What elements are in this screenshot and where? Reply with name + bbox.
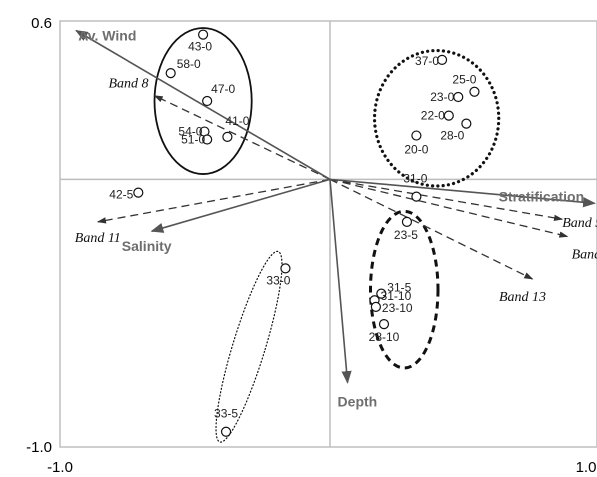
site-point-37-0 xyxy=(436,54,448,65)
site-point-42-5 xyxy=(133,187,144,198)
site-label-22-0: 22-0 xyxy=(421,109,445,123)
site-point-25-0 xyxy=(469,86,480,97)
x-tick-label-min: -1.0 xyxy=(47,459,73,476)
site-label-23-5: 23-5 xyxy=(394,228,418,242)
site-label-20-0: 20-0 xyxy=(404,143,428,157)
band-vector-band-10 xyxy=(329,178,569,238)
band-vector-band-5 xyxy=(329,178,564,221)
site-point-51-0 xyxy=(202,134,213,145)
site-point-41-0 xyxy=(222,131,233,142)
site-label-31-10: 31-10 xyxy=(381,289,412,303)
band-vector-band-11 xyxy=(96,178,331,224)
site-label-51-0: 51-0 xyxy=(181,133,205,147)
band-label-band-8: Band 8 xyxy=(108,77,148,92)
group-ellipse-4 xyxy=(215,250,283,443)
env-vector-depth xyxy=(329,179,352,384)
env-vector-salinity xyxy=(150,178,331,233)
env-vector-stratification xyxy=(329,178,596,208)
site-point-22-0 xyxy=(443,110,454,121)
site-label-47-0: 47-0 xyxy=(211,82,235,96)
site-label-28-0: 28-0 xyxy=(440,129,464,143)
site-label-31-0: 31-0 xyxy=(403,172,427,186)
site-point-31-0 xyxy=(411,191,422,202)
site-point-28-10 xyxy=(378,319,390,330)
site-point-33-0 xyxy=(280,263,291,274)
env-label-stratification: Stratification xyxy=(499,188,585,204)
site-label-28-10: 28-10 xyxy=(369,330,400,344)
group-ellipse-3 xyxy=(369,209,440,370)
band-vector-band-8 xyxy=(153,95,331,180)
site-point-58-0 xyxy=(165,68,176,79)
site-label-23-10: 23-10 xyxy=(382,301,413,315)
site-point-23-5 xyxy=(401,216,413,227)
y-tick-label-max: 0.6 xyxy=(31,15,52,32)
site-point-23-0 xyxy=(453,91,464,103)
band-label-band-5: Band 5 xyxy=(562,216,597,231)
site-label-33-0: 33-0 xyxy=(266,273,290,287)
site-label-42-5: 42-5 xyxy=(109,188,133,202)
site-point-47-0 xyxy=(202,95,213,107)
site-label-43-0: 43-0 xyxy=(188,40,212,54)
band-label-band-11: Band 11 xyxy=(75,231,121,246)
band-label-band-10: Band 10 xyxy=(572,247,597,262)
y-tick-label-min: -1.0 xyxy=(26,439,52,456)
site-point-20-0 xyxy=(411,130,422,141)
env-label-av-wind: Av. Wind xyxy=(78,28,136,44)
site-point-28-0 xyxy=(461,118,472,129)
env-vector-av-wind xyxy=(75,29,331,181)
band-vector-band-13 xyxy=(329,178,534,280)
site-label-54-0: 54-0 xyxy=(178,125,202,139)
env-label-salinity: Salinity xyxy=(122,238,172,254)
site-point-43-0 xyxy=(198,29,209,40)
site-point-23-10 xyxy=(370,301,381,312)
band-label-band-13: Band 13 xyxy=(499,290,546,305)
site-label-33-5: 33-5 xyxy=(214,407,238,421)
site-label-41-0: 41-0 xyxy=(225,114,249,128)
site-label-58-0: 58-0 xyxy=(177,57,201,71)
site-label-25-0: 25-0 xyxy=(452,73,476,87)
plot-frame xyxy=(59,20,597,448)
site-point-33-5 xyxy=(220,426,232,437)
site-label-23-0: 23-0 xyxy=(430,90,454,104)
env-label-depth: Depth xyxy=(338,394,378,410)
site-label-31-5: 31-5 xyxy=(387,281,411,295)
site-point-31-5 xyxy=(376,288,387,299)
x-tick-label-max: 1.0 xyxy=(576,459,597,476)
site-label-37-0: 37-0 xyxy=(415,54,439,68)
group-ellipse-2 xyxy=(372,48,501,188)
